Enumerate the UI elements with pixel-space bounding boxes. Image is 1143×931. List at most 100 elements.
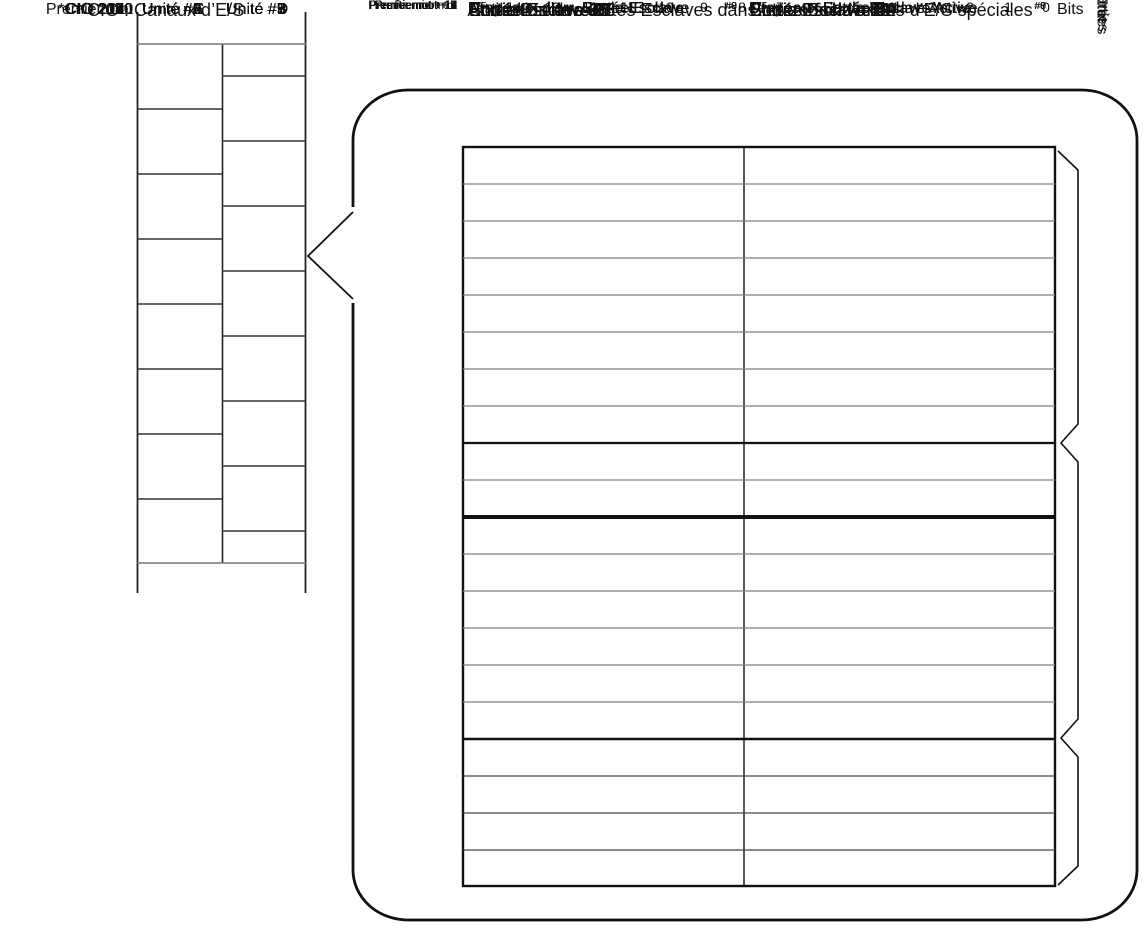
table-cell: Sortie Esclave 1 bbox=[469, 0, 600, 20]
word-row-label: Premier mot + 7 bbox=[374, 0, 457, 12]
flag-cell: Drapeaux d’err. Entrée Esclave bbox=[468, 0, 690, 17]
unit-cell-label: Unité #7 bbox=[226, 1, 286, 18]
unit-cell-label: Unité #B bbox=[226, 1, 288, 18]
flag-bit-range: #15 bbox=[469, 0, 487, 12]
unit-cell-label: Unité #D bbox=[226, 1, 289, 18]
table-cell: Entrée Esclave 13 bbox=[469, 0, 616, 20]
word-row-label: Premier mot + 11 bbox=[369, 0, 457, 12]
table-cell: Sortie Esclave 5 bbox=[469, 0, 600, 20]
flag-bit-range: #15 bbox=[750, 0, 768, 12]
cio-address: CIO 2060 bbox=[64, 1, 133, 18]
table-cell: Entrée Esclave 10 bbox=[750, 0, 897, 20]
bit-number: 2 bbox=[966, 0, 974, 15]
unit-cell-label: Unité #9 bbox=[226, 1, 286, 18]
cio-address: CIO 2080 bbox=[64, 1, 133, 18]
unit-cell-label: Unité #3 bbox=[226, 1, 286, 18]
table-cell: Entrée Esclave 14 bbox=[750, 0, 897, 20]
word-row-label: Premier mot + 1 bbox=[374, 0, 457, 12]
word-row-label: Premier mot + 9 bbox=[374, 0, 457, 12]
table-cell: Entrée Esclave 9 bbox=[469, 0, 606, 20]
unit-cell-label: Unité #5 bbox=[226, 1, 286, 18]
table-cell: Entrée Esclave 6 bbox=[750, 0, 887, 20]
bit-number: 14 bbox=[506, 0, 522, 15]
flag-bit-range: #0 bbox=[725, 0, 737, 12]
flag-bit-range: #8 bbox=[1034, 0, 1046, 12]
bit-number: 9 bbox=[700, 0, 708, 15]
panel-title: Attribution des unités Esclaves dans les… bbox=[467, 0, 1033, 20]
word-row-label: Premier mot + 8 bbox=[374, 0, 457, 12]
brace-label-etat: Etat bbox=[1093, 0, 1111, 22]
flag-bit-range: #8 bbox=[1034, 0, 1046, 12]
table-cell: Entrée Esclave 8 bbox=[750, 0, 887, 20]
flag-cell: Drapeaux Sortie Esclave Active bbox=[749, 0, 973, 17]
word-row-label: Premier mot + 4 bbox=[374, 0, 457, 12]
table-cell: Sortie Esclave 14 bbox=[750, 0, 891, 20]
bit-number: 12 bbox=[582, 0, 598, 15]
word-row-label: Premier mot + 3 bbox=[374, 0, 457, 12]
flag-bit-range: #7 bbox=[469, 0, 481, 12]
table-cell: Sortie Esclave 10 bbox=[750, 0, 891, 20]
table-cell: Sortie Esclave 15 bbox=[469, 0, 610, 20]
flag-bit-range: #8 bbox=[725, 0, 737, 12]
bit-number: 5 bbox=[852, 0, 860, 15]
table-cell: Sortie Esclave 8 bbox=[750, 0, 881, 20]
unit-cell-label: Unité #8 bbox=[142, 1, 202, 18]
cio-footnote: * CIO : Canaux d’E/S bbox=[75, 0, 245, 20]
flag-cell: Drapeaux Entrée Esclave Active bbox=[749, 0, 978, 17]
flag-bit-range: #0 bbox=[725, 0, 737, 12]
cio-address: CIO 2120 bbox=[64, 1, 133, 18]
word-row-label: Premier mot + 14 bbox=[368, 0, 457, 12]
table-cell: Entrée Esclave 3 bbox=[469, 0, 606, 20]
table-cell: Sortie Esclave 0 bbox=[750, 0, 881, 20]
flag-bit-range: #8 bbox=[725, 0, 737, 12]
word-row-label: Premier mot bbox=[394, 0, 457, 12]
unit-cell-label: Unité #0 bbox=[142, 1, 202, 18]
cio-address: CIO 2090 bbox=[64, 1, 133, 18]
bit-number: 3 bbox=[928, 0, 936, 15]
first-word-label: Premier mot bbox=[45, 1, 133, 18]
flag-cell: Drapeaux Entrée Esclave Active bbox=[749, 0, 978, 17]
word-row-label: Premier mot + 12 bbox=[368, 0, 457, 12]
flag-bit-range: #15 bbox=[469, 0, 487, 12]
bit-number: 13 bbox=[544, 0, 560, 15]
flag-cell: Drapeaux d’err. Entrée Esclave bbox=[468, 0, 690, 17]
table-cell: Sortie Esclave 7 bbox=[469, 0, 600, 20]
cio-address: CIO 2050 bbox=[64, 1, 133, 18]
unit-cell-label: Unité #6 bbox=[142, 1, 202, 18]
flag-bit-range: #15 bbox=[750, 0, 768, 12]
bits-label: Bits bbox=[1057, 1, 1084, 18]
table-cell: Sortie Esclave 3 bbox=[469, 0, 600, 20]
flag-bit-range: #7 bbox=[469, 0, 481, 12]
cio-address: CIO 2130 bbox=[64, 1, 133, 18]
word-row-label: Premier mot + 2 bbox=[374, 0, 457, 12]
table-cell: Sortie Esclave 4 bbox=[750, 0, 881, 20]
cio-address: *CIO 2000 bbox=[58, 1, 133, 18]
table-cell: Sortie Esclave 9 bbox=[469, 0, 600, 20]
table-cell: Sortie Esclave 13 bbox=[469, 0, 610, 20]
table-cell: Entrée Esclave 15 bbox=[469, 0, 616, 20]
table-cell: Entrée Esclave 7 bbox=[469, 0, 606, 20]
table-cell: Entrée Esclave 5 bbox=[469, 0, 606, 20]
word-row-label: Premier mot + 15 bbox=[368, 0, 457, 12]
table-cell: Entrée Esclave 4 bbox=[750, 0, 887, 20]
table-cell: Entrée Esclave 2 bbox=[750, 0, 887, 20]
unit-cell-label: Unité #2 bbox=[142, 1, 202, 18]
cio-address: CIO 2030 bbox=[64, 1, 133, 18]
word-row-label: Premier mot + 17 bbox=[368, 0, 457, 12]
table-cell: Entrée Esclave 0 bbox=[750, 0, 887, 20]
table-cell: Entrée Esclave 1 bbox=[469, 0, 606, 20]
table-cell: Entrée Esclave 12 bbox=[750, 0, 897, 20]
unit-cell-label: Unité #A bbox=[142, 1, 204, 18]
bit-number: 4 bbox=[890, 0, 898, 15]
bit-number: 8 bbox=[738, 0, 746, 15]
unit-cell-label: Unité #4 bbox=[142, 1, 202, 18]
table-cell: Sortie Esclave 12 bbox=[750, 0, 891, 20]
cio-address: CIO 2140 bbox=[64, 1, 133, 18]
flag-bit-range: #0 bbox=[1034, 0, 1046, 12]
unit-cell-label: Unité #1 bbox=[226, 1, 286, 18]
unit-cell-label: Unité #E bbox=[142, 1, 204, 18]
cio-address: CIO 2100 bbox=[64, 1, 133, 18]
word-row-label: Premier mot + 13 bbox=[368, 0, 457, 12]
word-row-label: Premier mot + 18 bbox=[368, 0, 457, 12]
